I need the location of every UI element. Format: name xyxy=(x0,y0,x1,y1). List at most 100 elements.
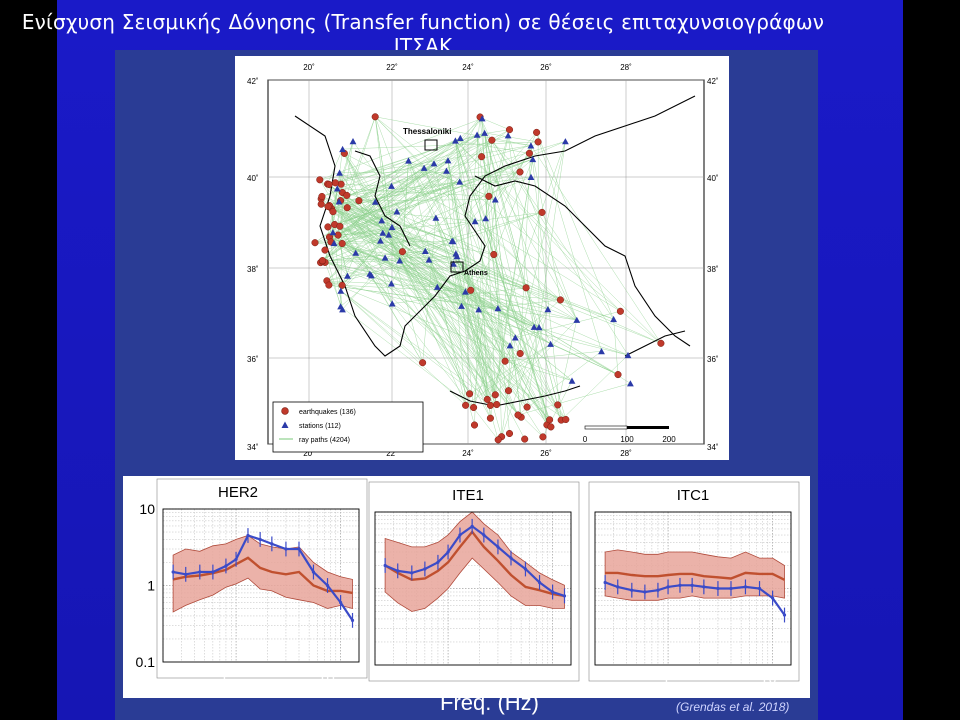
transfer-plot-her2: HER2 10 1 0.1 xyxy=(136,478,368,679)
earthquake-marker xyxy=(470,421,479,429)
station-marker xyxy=(337,287,345,294)
station-marker xyxy=(420,164,428,171)
ray-path xyxy=(320,260,400,263)
ray-path xyxy=(375,116,577,321)
ray-path xyxy=(456,256,497,405)
station-marker xyxy=(475,306,483,313)
ray-path xyxy=(495,159,534,395)
ray-path xyxy=(465,291,488,400)
observed-point xyxy=(234,557,238,561)
ray-path xyxy=(455,140,621,312)
mean-transfer-curve xyxy=(605,571,786,581)
earthquake-marker xyxy=(325,281,333,289)
station-marker xyxy=(396,257,404,264)
earthquake-marker xyxy=(470,403,478,412)
ray-path xyxy=(342,240,453,244)
lat-tick-left-42: 42˚ xyxy=(247,77,259,86)
observed-point xyxy=(396,569,400,573)
lon-tick-bottom-28: 28˚ xyxy=(620,449,632,458)
earthquake-marker xyxy=(311,239,319,247)
plot-title: ITC1 xyxy=(677,487,710,504)
earthquake-marker xyxy=(318,257,327,265)
scale-label-200: 200 xyxy=(662,435,676,444)
station-marker xyxy=(458,302,465,309)
lon-tick-top-20: 20˚ xyxy=(303,63,315,72)
ray-path xyxy=(369,273,423,363)
ray-path xyxy=(320,132,485,263)
earthquake-marker xyxy=(504,387,513,395)
earthquake-marker xyxy=(516,349,524,358)
earthquake-marker xyxy=(490,250,498,259)
observed-point xyxy=(757,586,762,591)
station-marker xyxy=(506,342,514,349)
scale-label-100: 100 xyxy=(620,435,634,444)
station-marker xyxy=(624,351,632,359)
ray-path xyxy=(470,290,499,309)
y-tick-label: 10 xyxy=(139,501,155,517)
station-marker xyxy=(478,115,486,122)
station-marker xyxy=(405,157,412,164)
station-marker xyxy=(344,272,351,279)
earthquake-marker xyxy=(486,401,494,409)
coast-line xyxy=(474,175,691,347)
station-marker xyxy=(432,214,440,221)
earthquake-marker xyxy=(525,149,533,157)
ray-path xyxy=(402,251,462,307)
earthquake-marker xyxy=(539,433,547,441)
ray-path xyxy=(485,153,530,219)
transfer-plot-itc1: ITC1 xyxy=(588,481,800,682)
ray-path xyxy=(340,156,482,291)
earthquake-marker xyxy=(338,239,346,248)
ray-path xyxy=(530,145,662,344)
ray-path xyxy=(456,256,548,426)
earthquake-marker xyxy=(534,138,542,146)
ray-path xyxy=(508,319,577,391)
observed-point xyxy=(211,570,215,574)
station-marker xyxy=(598,348,605,355)
ray-path xyxy=(381,220,662,344)
station-markers xyxy=(329,115,634,387)
observed-point xyxy=(496,545,500,549)
ray-path xyxy=(325,262,629,356)
earthquake-marker xyxy=(505,126,514,134)
ray-path xyxy=(340,290,466,406)
station-marker xyxy=(352,249,360,256)
ray-path xyxy=(484,132,558,405)
ray-path xyxy=(392,303,499,440)
coast-line xyxy=(449,385,581,407)
ray-path xyxy=(324,249,462,307)
ray-path xyxy=(481,156,540,328)
ray-path xyxy=(374,116,393,228)
ray-path xyxy=(446,170,466,406)
station-marker xyxy=(330,239,338,247)
bottom-tick-1-right: 1 xyxy=(662,670,671,687)
observed-point xyxy=(482,533,486,537)
coast-line xyxy=(294,95,696,357)
ray-path xyxy=(484,132,506,362)
coastline xyxy=(294,95,696,407)
earthquake-marker xyxy=(522,284,530,292)
ray-path xyxy=(382,232,494,255)
observed-point xyxy=(666,585,670,589)
lat-tick-left-40: 40˚ xyxy=(247,174,259,183)
ray-path xyxy=(337,220,476,236)
lon-tick-top-28: 28˚ xyxy=(620,63,632,72)
ray-path xyxy=(515,311,621,338)
ray-path xyxy=(384,257,528,408)
earthquake-marker xyxy=(521,435,529,443)
ray-path xyxy=(331,208,456,254)
ray-path xyxy=(340,200,454,242)
ray-path xyxy=(326,280,629,356)
ray-path xyxy=(324,226,393,251)
earthquake-marker xyxy=(547,423,555,431)
station-marker xyxy=(443,167,450,174)
ray-path xyxy=(484,132,539,143)
earthquake-marker xyxy=(556,296,564,304)
ray-path xyxy=(399,260,519,416)
ray-path xyxy=(328,184,371,274)
transfer-plot-ite1: ITE1 xyxy=(368,481,580,682)
ray-path xyxy=(347,207,397,212)
station-marker xyxy=(425,256,433,263)
observed-point xyxy=(383,563,387,568)
ray-path xyxy=(476,134,488,400)
